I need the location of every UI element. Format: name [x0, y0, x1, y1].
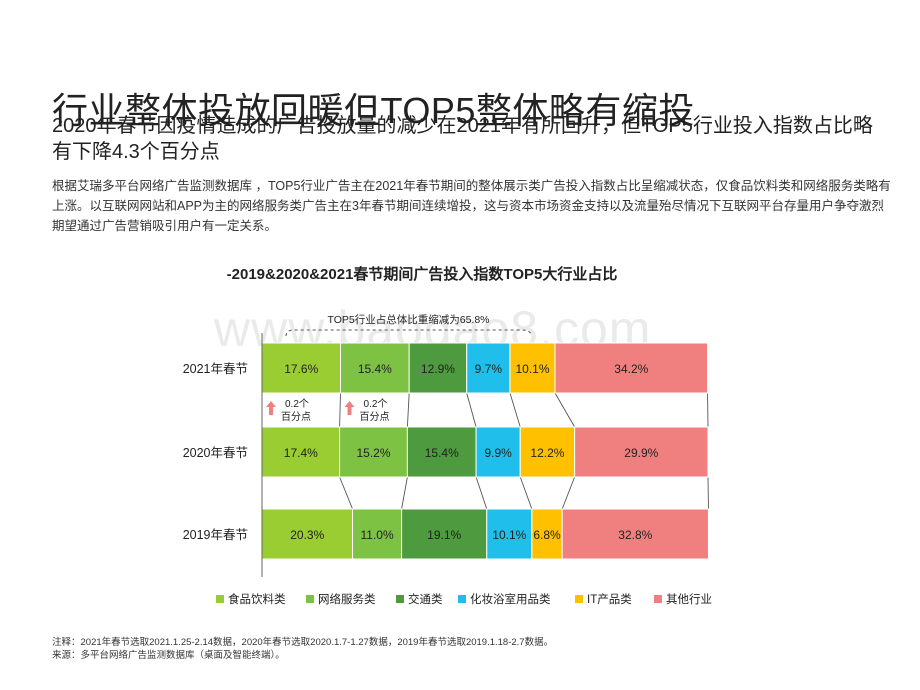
bar-segment: [554, 342, 709, 394]
page-subtitle: 2020年春节因疫情造成的广告投放量的减少在2021年有所回升，但TOP5行业投…: [52, 115, 873, 163]
bar-segment: [574, 426, 709, 478]
arrow-up-icon: [344, 401, 355, 415]
bar-segment: [531, 508, 563, 560]
data-label: 20.3%: [290, 528, 324, 542]
data-label: 9.9%: [484, 446, 512, 460]
bar-segment: [406, 426, 477, 478]
data-label: 19.1%: [427, 528, 461, 542]
note-text: 注释：2021年春节选取2021.1.25-2.14数据，2020年春节选取20…: [52, 637, 554, 648]
bar-segment: [509, 342, 556, 394]
data-label: 12.9%: [421, 362, 455, 376]
legend-label: IT产品类: [587, 592, 632, 606]
legend-label: 其他行业: [666, 593, 712, 606]
bar-segment: [466, 342, 511, 394]
bar-row: 2019年春节 20.3% 11.0% 19.1% 10.1% 6.8% 32.8%: [183, 508, 709, 560]
connector-line: [339, 392, 341, 428]
legend-swatch: [575, 595, 583, 603]
category-label: 2020年春节: [183, 446, 248, 460]
row-connectors: [339, 392, 709, 510]
connector-line: [466, 392, 477, 428]
annotation-text: 百分点: [359, 411, 389, 423]
legend-swatch: [306, 595, 314, 603]
data-label: 17.4%: [284, 446, 318, 460]
category-label: 2019年春节: [183, 528, 248, 542]
bar-row: 2020年春节 17.4% 15.2% 15.4% 9.9% 12.2% 29.9%: [183, 426, 709, 478]
bar-segment: [519, 426, 576, 478]
category-label: 2021年春节: [183, 362, 248, 376]
connector-line: [554, 392, 576, 428]
connector-line: [401, 476, 408, 510]
connector-line: [561, 476, 576, 510]
footnotes: 注释：2021年春节选取2021.1.25-2.14数据，2020年春节选取20…: [52, 636, 892, 662]
legend-swatch: [216, 595, 224, 603]
legend-item: IT产品类: [575, 592, 632, 606]
annotation-text: 0.2个: [285, 398, 309, 410]
data-label: 17.6%: [284, 362, 318, 376]
legend-item: 食品饮料类: [216, 592, 286, 606]
data-label: 11.0%: [360, 528, 393, 542]
legend-label: 交通类: [408, 592, 443, 606]
data-label: 15.4%: [425, 446, 459, 460]
legend-swatch: [458, 595, 466, 603]
legend-label: 网络服务类: [318, 592, 376, 606]
connector-line: [406, 392, 410, 428]
bracket-line: [285, 329, 532, 337]
data-label: 10.1%: [515, 362, 549, 376]
page-title: 行业整体投放回暖但TOP5整体略有缩投: [52, 90, 695, 132]
annotation-text: 百分点: [281, 411, 311, 423]
bar-segment: [352, 508, 403, 560]
legend-item: 交通类: [396, 592, 443, 606]
legend-item: 其他行业: [654, 593, 712, 606]
arrow-up-icon: [266, 401, 276, 415]
bar-segment: [339, 342, 410, 394]
data-label: 15.2%: [356, 446, 390, 460]
legend-swatch: [396, 595, 404, 603]
legend-item: 化妆浴室用品类: [458, 592, 551, 606]
legend-item: 网络服务类: [306, 592, 376, 606]
data-label: 29.9%: [624, 446, 658, 460]
bar-row: 2021年春节 17.6% 15.4% 12.9% 9.7% 10.1% 34.2%: [183, 342, 709, 394]
legend-label: 化妆浴室用品类: [470, 592, 551, 606]
connector-line: [519, 476, 533, 510]
data-label: 10.1%: [492, 528, 526, 542]
data-label: 6.8%: [533, 528, 561, 542]
connector-line: [475, 476, 488, 510]
bar-segment: [486, 508, 533, 560]
data-label: 34.2%: [614, 362, 648, 376]
data-label: 12.2%: [530, 446, 564, 460]
bar-segment: [261, 426, 341, 478]
chart-title: -2019&2020&2021春节期间广告投入指数TOP5大行业占比: [227, 265, 618, 283]
bar-segment: [261, 342, 341, 394]
data-label: 9.7%: [475, 362, 503, 376]
connector-line: [339, 476, 353, 510]
bar-segment: [408, 342, 468, 394]
description-paragraph: 根据艾瑞多平台网络广告监测数据库 ，TOP5行业广告主在2021年春节期间的整体…: [52, 179, 891, 233]
legend-swatch: [654, 595, 662, 603]
bar-segment: [561, 508, 709, 560]
top5-bracket: TOP5行业占总体比重缩减为65.8%: [285, 313, 532, 337]
bracket-label: TOP5行业占总体比重缩减为65.8%: [328, 313, 490, 326]
connector-line: [509, 392, 521, 428]
annotation-text: 0.2个: [363, 398, 387, 410]
data-label: 15.4%: [358, 362, 392, 376]
legend: 食品饮料类 网络服务类 交通类 化妆浴室用品类 IT产品类 其他行业: [216, 592, 712, 606]
source-text: 来源：多平台网络广告监测数据库（桌面及智能终端）。: [52, 650, 285, 661]
data-label: 32.8%: [618, 528, 652, 542]
legend-label: 食品饮料类: [228, 592, 286, 606]
